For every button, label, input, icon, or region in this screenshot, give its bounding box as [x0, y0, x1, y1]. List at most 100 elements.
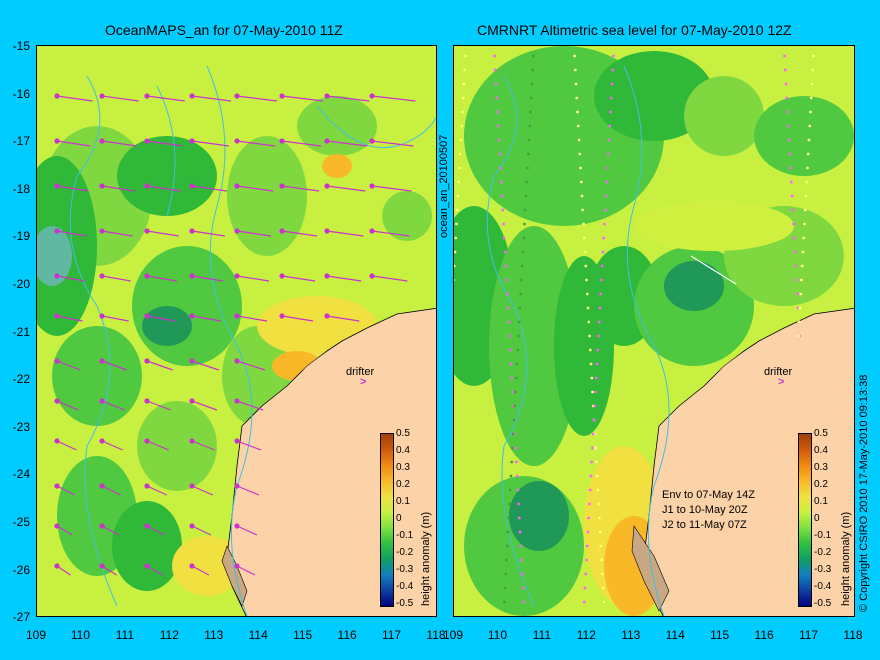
left-drifter-label: drifter	[346, 366, 375, 378]
right-colorbar-title: height anomaly (m)	[840, 511, 852, 606]
track-point	[802, 236, 806, 240]
track-point	[454, 278, 455, 282]
track-point	[591, 446, 594, 450]
track-point	[517, 502, 520, 506]
track-point	[602, 600, 606, 604]
current-arrow-head	[54, 313, 60, 319]
track-point	[800, 264, 804, 268]
track-point	[523, 208, 527, 212]
track-point	[788, 152, 792, 156]
track-point	[593, 404, 597, 408]
left-map-panel	[36, 45, 437, 617]
track-point	[526, 152, 530, 156]
current-arrow	[326, 230, 364, 237]
longitude-tick-label: 117	[798, 628, 819, 642]
current-arrow	[371, 95, 416, 102]
track-point	[598, 530, 602, 534]
current-arrow	[101, 140, 137, 147]
current-arrow-head	[144, 228, 150, 234]
track-point	[526, 166, 529, 170]
track-point	[787, 138, 791, 142]
longitude-tick-label: 118	[843, 628, 863, 642]
track-point	[502, 222, 505, 226]
track-point	[592, 418, 596, 422]
track-point	[591, 432, 595, 436]
current-arrow-head	[99, 358, 105, 364]
current-arrow-head	[234, 563, 240, 569]
track-point	[527, 138, 531, 142]
current-arrow-head	[144, 438, 150, 444]
track-point	[508, 488, 512, 492]
current-arrow	[101, 95, 139, 102]
track-point	[589, 362, 593, 366]
track-point	[594, 460, 598, 464]
track-point	[496, 124, 500, 128]
track-point	[600, 278, 603, 282]
current-arrow-head	[369, 93, 375, 99]
track-point	[464, 54, 467, 58]
current-arrow-head	[144, 398, 150, 404]
track-point	[812, 54, 815, 58]
current-arrow-head	[369, 138, 375, 144]
current-arrow-head	[54, 228, 60, 234]
track-point	[810, 82, 814, 86]
current-arrow-head	[54, 358, 60, 364]
track-point	[607, 138, 611, 142]
track-point	[454, 250, 457, 254]
current-arrow-head	[189, 358, 195, 364]
track-point	[515, 362, 519, 366]
track-point	[506, 530, 510, 534]
longitude-tick-label: 110	[70, 628, 90, 642]
track-point	[458, 166, 461, 170]
current-arrow-head	[279, 313, 285, 319]
current-arrow	[281, 185, 320, 192]
longitude-tick-label: 111	[532, 628, 551, 642]
current-arrow-head	[324, 138, 330, 144]
current-arrow	[101, 565, 117, 576]
current-arrow-head	[99, 563, 105, 569]
current-arrow	[236, 525, 258, 536]
track-point	[519, 544, 523, 548]
track-point	[512, 418, 516, 422]
legend-line-j1: J1 to 10-May 20Z	[662, 504, 748, 516]
right-map-panel	[453, 45, 855, 617]
current-arrow	[56, 140, 91, 147]
current-arrow	[191, 485, 214, 496]
current-arrow-head	[189, 523, 195, 529]
longitude-tick-label: 114	[248, 628, 268, 642]
track-point	[595, 362, 599, 366]
track-point	[588, 334, 591, 338]
current-arrow	[236, 95, 278, 102]
left-map-canvas	[37, 46, 436, 616]
current-arrow-head	[54, 93, 60, 99]
current-arrow	[326, 185, 366, 192]
track-point	[790, 194, 794, 198]
current-arrow-head	[189, 313, 195, 319]
track-point	[603, 208, 607, 212]
track-point	[591, 390, 594, 394]
track-point	[596, 488, 600, 492]
track-point	[794, 264, 798, 268]
current-arrow	[101, 185, 135, 192]
track-point	[456, 194, 460, 198]
track-point	[508, 334, 511, 338]
current-arrow	[191, 95, 231, 102]
track-point	[796, 306, 800, 310]
track-point	[588, 502, 591, 506]
current-arrow	[326, 95, 370, 102]
track-point	[597, 334, 600, 338]
track-point	[499, 180, 503, 184]
track-point	[585, 292, 589, 296]
current-arrow-head	[144, 313, 150, 319]
current-arrow	[371, 230, 410, 237]
track-point	[516, 488, 520, 492]
latitude-tick-label: -17	[12, 134, 30, 149]
current-arrow	[236, 140, 276, 147]
track-point	[585, 558, 588, 562]
track-point	[600, 558, 603, 562]
colorbar-tick-label: 0.5	[814, 428, 828, 439]
track-point	[461, 110, 464, 114]
track-point	[797, 320, 801, 324]
track-point	[519, 292, 523, 296]
current-arrow-head	[324, 313, 330, 319]
